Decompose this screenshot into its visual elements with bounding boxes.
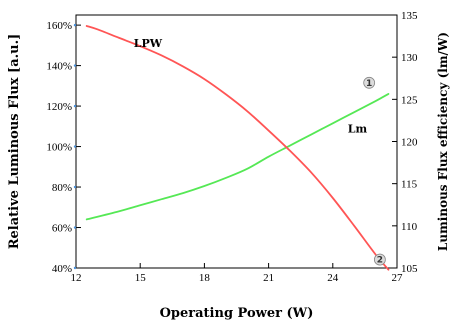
series-marker-circle-lpw: [373, 253, 386, 266]
y-right-tick-label: 105: [401, 263, 418, 275]
series-line-lm: [85, 93, 390, 221]
plot-frame: [75, 14, 398, 269]
x-tick-label: 21: [263, 272, 274, 284]
y-right-tick-label: 135: [401, 10, 418, 22]
y-right-tick-label: 130: [401, 52, 418, 64]
y-left-tick-label: 40%: [52, 263, 72, 275]
x-tick-label: 12: [71, 272, 82, 284]
y-right-tick-label: 110: [401, 221, 418, 233]
y-left-tick-dot: [73, 145, 77, 148]
y-left-tick-label: 80%: [52, 182, 72, 194]
y-right-tick-label: 120: [401, 137, 418, 149]
y-left-tick-dot: [73, 64, 77, 67]
x-axis-title: Operating Power (W): [160, 306, 314, 321]
series-marker-circle-lm: [363, 76, 376, 89]
y-right-axis-title: Luminous Flux efficiency (lm/W): [436, 32, 450, 251]
y-left-tick-dot: [73, 266, 77, 270]
y-left-tick-label: 120%: [46, 101, 72, 113]
y-left-tick-label: 100%: [46, 142, 72, 154]
x-tick-label: 24: [327, 272, 339, 284]
series-label-lpw: LPW: [134, 37, 163, 50]
series-marker-lm: 1: [366, 79, 372, 89]
x-tick-label: 27: [392, 272, 404, 284]
series-line-lpw: [85, 25, 390, 271]
y-left-tick-label: 60%: [52, 223, 72, 235]
y-left-tick-dot: [73, 104, 77, 108]
y-left-tick-dot: [73, 226, 77, 229]
y-left-tick-label: 140%: [46, 61, 72, 73]
y-left-tick-label: 160%: [46, 20, 72, 32]
y-left-tick-dot: [73, 23, 77, 27]
x-tick-label: 18: [199, 272, 211, 284]
y-right-tick-label: 125: [401, 94, 418, 106]
y-right-tick-label: 115: [401, 179, 418, 191]
x-tick-label: 15: [135, 272, 147, 284]
y-left-tick-dot: [73, 185, 77, 189]
series-label-lm: Lm: [348, 122, 368, 135]
y-left-axis-title: Relative Luminous Flux [a.u.]: [7, 34, 22, 250]
series-marker-lpw: 2: [377, 256, 383, 266]
